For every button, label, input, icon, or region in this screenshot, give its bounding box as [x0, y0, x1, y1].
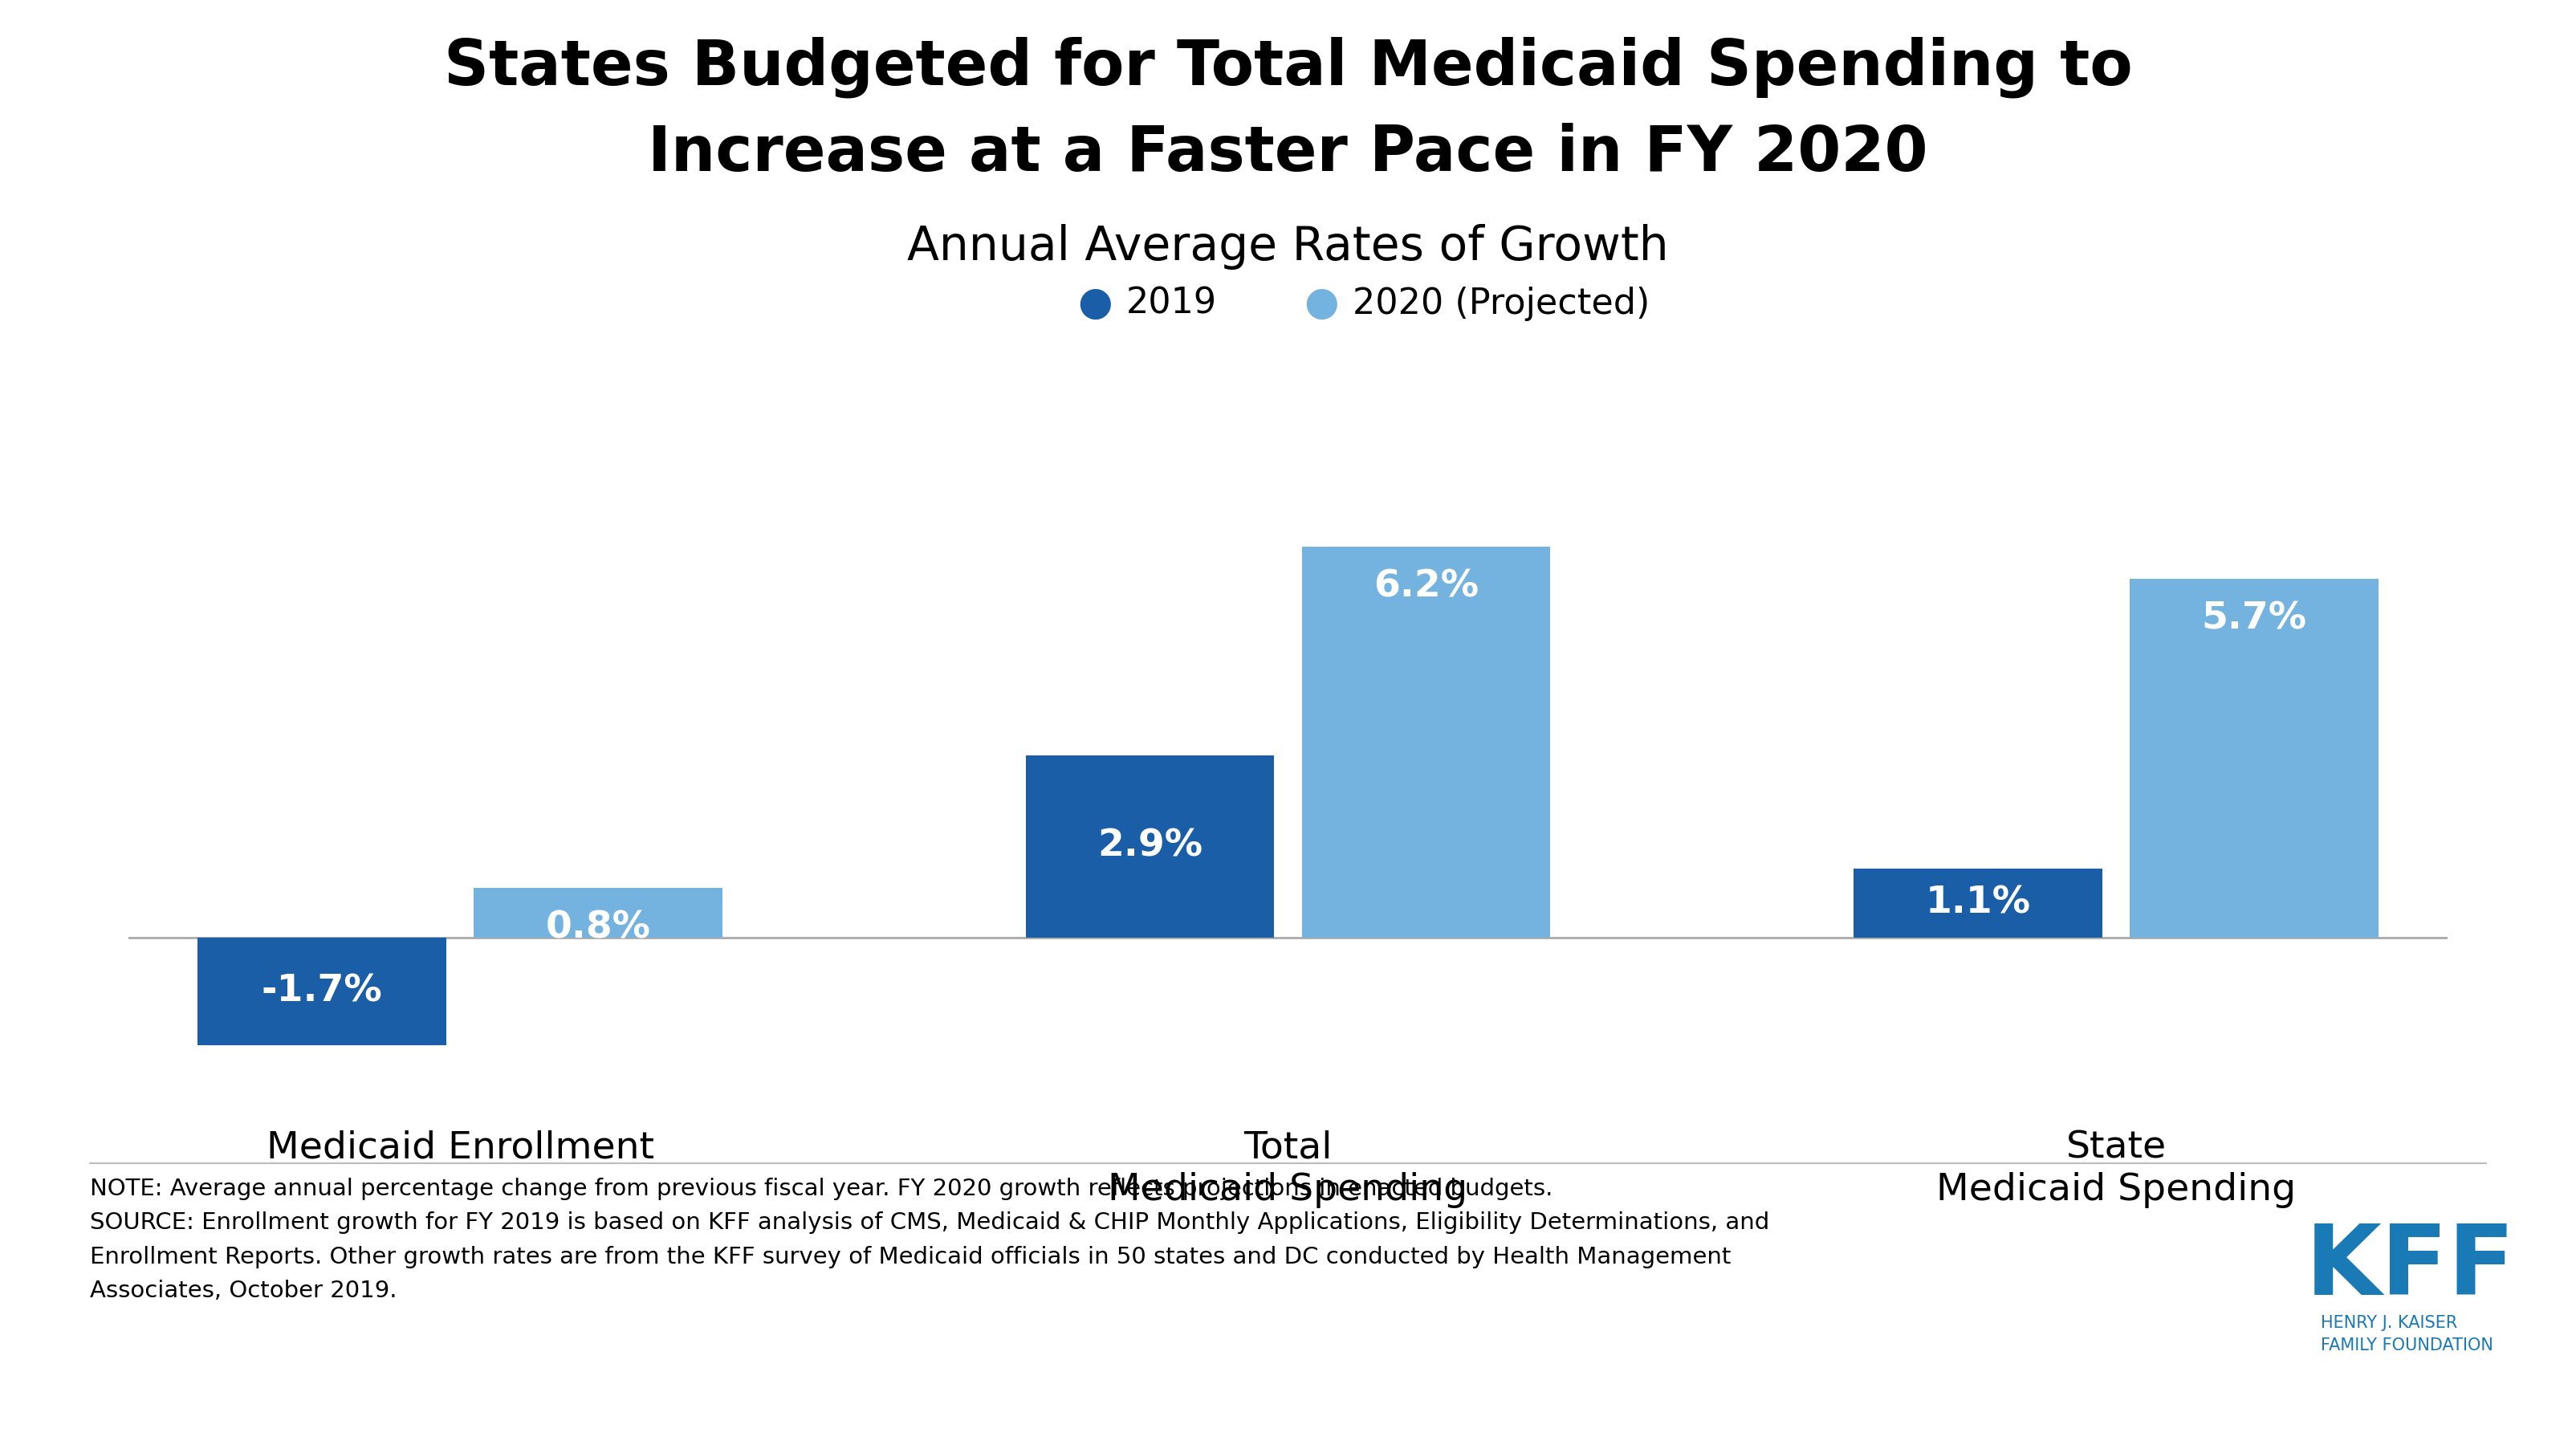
Text: States Budgeted for Total Medicaid Spending to: States Budgeted for Total Medicaid Spend… [443, 36, 2133, 98]
Bar [2130, 578, 2378, 938]
Text: 2.9%: 2.9% [1097, 828, 1203, 864]
Text: Annual Average Rates of Growth: Annual Average Rates of Growth [907, 224, 1669, 270]
Text: 1.1%: 1.1% [1924, 886, 2030, 922]
Text: 2019: 2019 [1126, 286, 1216, 321]
Bar [474, 887, 721, 938]
Bar [1301, 548, 1551, 938]
Text: Medicaid Enrollment: Medicaid Enrollment [265, 1130, 654, 1166]
Bar [1025, 756, 1275, 938]
Text: Total
Medicaid Spending: Total Medicaid Spending [1108, 1130, 1468, 1208]
Text: 6.2%: 6.2% [1373, 569, 1479, 605]
Text: 2020 (Projected): 2020 (Projected) [1352, 286, 1649, 321]
Text: ●: ● [1303, 285, 1340, 322]
Text: Increase at a Faster Pace in FY 2020: Increase at a Faster Pace in FY 2020 [649, 123, 1927, 184]
Text: HENRY J. KAISER
FAMILY FOUNDATION: HENRY J. KAISER FAMILY FOUNDATION [2321, 1315, 2494, 1354]
Text: 0.8%: 0.8% [546, 909, 652, 945]
Text: -1.7%: -1.7% [263, 974, 381, 1010]
Bar [198, 938, 446, 1045]
Bar [1855, 868, 2102, 938]
Text: State
Medicaid Spending: State Medicaid Spending [1937, 1130, 2295, 1208]
Text: ●: ● [1077, 285, 1113, 322]
Text: 5.7%: 5.7% [2202, 601, 2306, 637]
Text: NOTE: Average annual percentage change from previous fiscal year. FY 2020 growth: NOTE: Average annual percentage change f… [90, 1178, 1770, 1302]
Text: KFF: KFF [2306, 1221, 2517, 1315]
